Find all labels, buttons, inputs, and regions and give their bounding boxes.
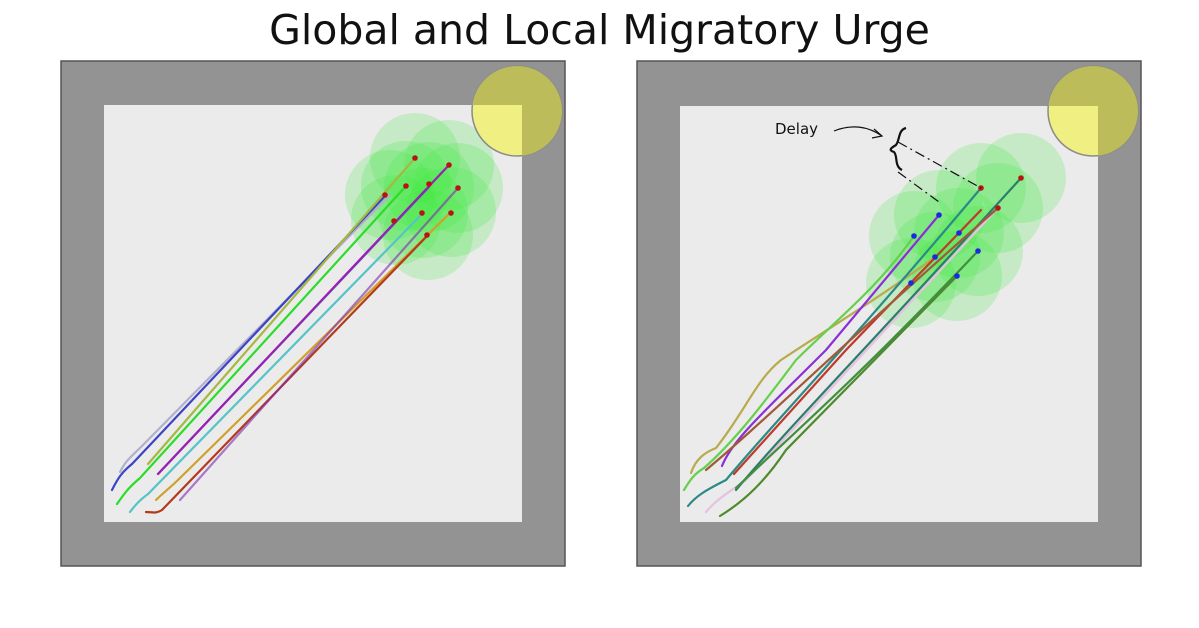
trajectories [682,176,1023,518]
trail-7 [734,176,1023,492]
arena-floor [104,105,522,522]
trail-4 [686,186,983,508]
delay-line-bottom [897,171,940,203]
trail-1 [689,255,937,475]
trail-3 [720,213,941,468]
delay-line-top [897,141,982,189]
trail-5 [128,211,425,514]
trajectories [110,156,460,514]
figure-title: Global and Local Migratory Urge [269,6,930,54]
trail-9 [144,233,430,514]
arena-local [636,60,1142,567]
trail-8 [718,274,959,518]
trail-1 [118,193,392,474]
trail-2 [110,462,134,492]
trail-4 [115,184,408,506]
agent-dots [908,175,1024,286]
delay-arrowhead [871,128,884,139]
trail-7 [156,163,451,476]
trail-9 [704,206,1000,472]
trail-3 [146,156,417,466]
delay-arrow [833,126,883,137]
trail-10 [178,186,460,502]
trail-2 [682,234,916,492]
agent-dots [382,155,461,238]
delay-label: Delay [775,120,819,138]
arena-global [60,60,566,567]
trail-10 [734,249,980,490]
delay-brace [889,126,907,171]
panel-local-urge: Delay [636,60,1142,568]
trail-8 [154,210,453,502]
panel-global-urge [60,60,566,568]
delay-indicator [833,126,982,203]
